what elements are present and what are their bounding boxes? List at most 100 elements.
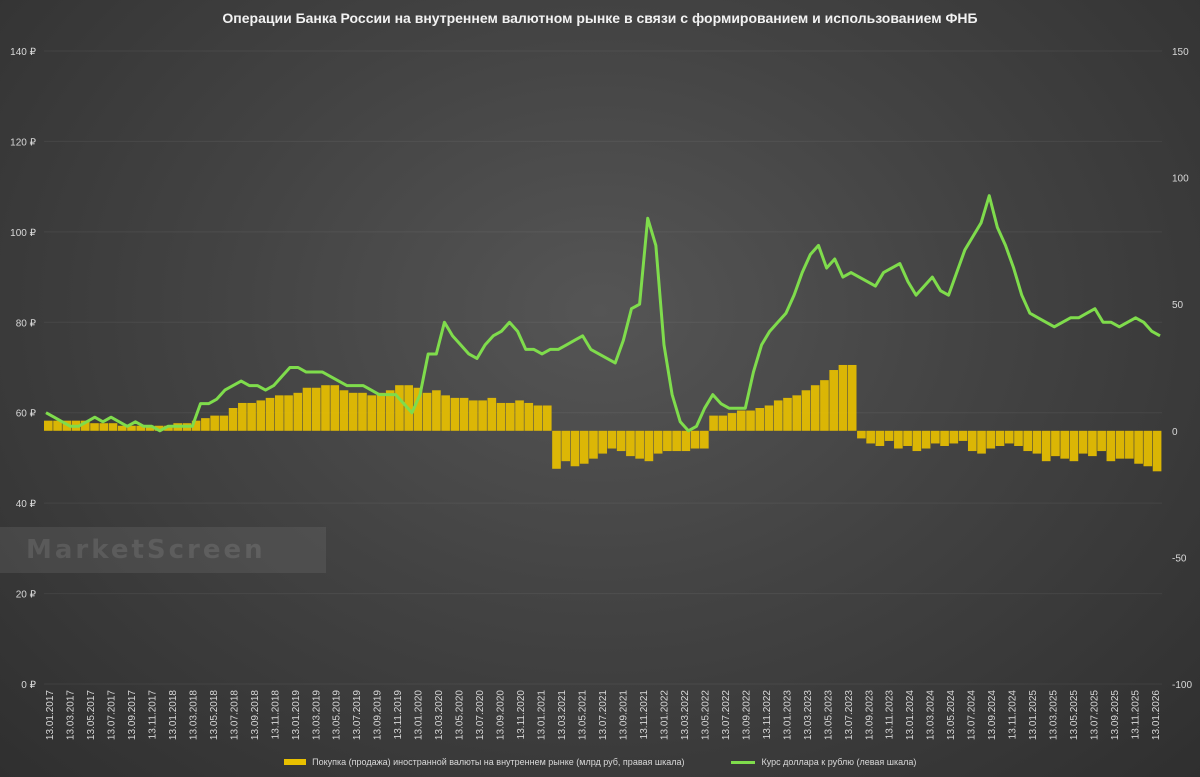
x-tick-label: 13.03.2025 [1049, 690, 1060, 740]
x-tick-label: 13.05.2018 [209, 690, 220, 740]
bar [616, 430, 626, 452]
bar [977, 430, 986, 454]
bar [570, 430, 580, 467]
x-tick-label: 13.11.2019 [393, 690, 404, 740]
bar [219, 415, 229, 431]
bar [663, 430, 672, 452]
bar [321, 385, 330, 431]
bar [681, 430, 691, 452]
bar [210, 415, 219, 431]
bar [533, 405, 543, 431]
x-tick-label: 13.01.2021 [537, 690, 548, 740]
chart-legend: Покупка (продажа) иностранной валюты на … [0, 756, 1200, 767]
bar [330, 385, 340, 431]
bar [792, 395, 802, 431]
left-tick-label: 0 ₽ [21, 680, 36, 691]
bar [348, 392, 358, 431]
usd-rub-line [45, 194, 1161, 433]
x-tick-label: 13.03.2018 [188, 690, 199, 740]
x-tick-label: 13.05.2025 [1069, 690, 1080, 740]
bar [376, 392, 386, 431]
x-tick-label: 13.05.2024 [946, 690, 957, 740]
bar [505, 402, 515, 431]
bar [718, 415, 728, 431]
bar [764, 405, 774, 431]
bar [1088, 430, 1097, 457]
bar [127, 425, 136, 431]
x-tick-label: 13.07.2021 [598, 690, 609, 740]
bar [1032, 430, 1042, 454]
x-tick-label: 13.01.2022 [659, 690, 670, 740]
bar [154, 425, 164, 431]
bar [635, 430, 644, 459]
bar [487, 397, 497, 431]
bar [986, 430, 996, 449]
x-tick-label: 13.03.2024 [926, 690, 937, 740]
bar [1004, 430, 1014, 444]
bar [709, 415, 718, 431]
x-tick-label: 13.11.2024 [1008, 690, 1019, 740]
bar [274, 395, 284, 431]
right-tick-label: -100 [1172, 680, 1192, 691]
x-tick-label: 13.01.2025 [1028, 690, 1039, 740]
bar [847, 364, 857, 431]
line-series [45, 194, 1161, 433]
bar [247, 402, 256, 431]
bar [1134, 430, 1143, 464]
x-tick-label: 13.05.2022 [700, 690, 711, 740]
x-tick-label: 13.05.2017 [86, 690, 97, 740]
bar [432, 390, 441, 431]
bar [1041, 430, 1051, 462]
bar [672, 430, 681, 452]
bar [339, 390, 349, 431]
bar [496, 402, 506, 431]
x-tick-label: 13.07.2017 [106, 690, 117, 740]
bar [755, 408, 765, 431]
bar [607, 430, 617, 449]
x-tick-label: 13.09.2020 [496, 690, 507, 740]
bar [53, 420, 62, 431]
right-tick-label: 100 [1172, 174, 1189, 185]
x-tick-label: 13.01.2018 [168, 690, 179, 740]
bar [995, 430, 1005, 446]
legend-label-bars: Покупка (продажа) иностранной валюты на … [312, 756, 685, 767]
bar [191, 420, 201, 431]
bar [395, 385, 404, 431]
bar [1014, 430, 1023, 446]
x-tick-label: 13.11.2017 [147, 690, 158, 740]
bar [90, 423, 99, 431]
bar [256, 400, 266, 431]
legend-item-bars: Покупка (продажа) иностранной валюты на … [283, 756, 685, 767]
bar [1051, 430, 1060, 457]
x-tick-label: 13.07.2019 [352, 690, 363, 740]
bar [783, 397, 792, 431]
x-tick-label: 13.05.2020 [455, 690, 466, 740]
x-tick-label: 13.11.2023 [885, 690, 896, 740]
x-tick-label: 13.07.2023 [844, 690, 855, 740]
bar [857, 430, 866, 439]
bar [469, 400, 478, 431]
bar [700, 430, 709, 449]
bar [903, 430, 912, 446]
bar [413, 387, 423, 431]
bar [265, 397, 275, 431]
bar [1152, 430, 1162, 472]
bar [80, 420, 90, 431]
bar [228, 408, 238, 431]
bar [810, 385, 820, 431]
bar [201, 418, 210, 431]
bar-series [44, 364, 1162, 472]
bar [644, 430, 654, 462]
right-tick-label: 150 [1172, 47, 1189, 58]
right-axis: -100 -50 0 50 100 150 [1172, 47, 1192, 691]
x-tick-label: 13.07.2018 [229, 690, 240, 740]
bar [653, 430, 663, 454]
right-tick-label: 0 [1172, 427, 1178, 438]
left-tick-label: 60 ₽ [16, 409, 37, 420]
bar [967, 430, 977, 452]
x-tick-label: 13.01.2017 [45, 690, 56, 740]
bar [626, 430, 635, 457]
bar [866, 430, 875, 444]
x-tick-label: 13.09.2024 [987, 690, 998, 740]
x-tick-label: 13.09.2023 [864, 690, 875, 740]
